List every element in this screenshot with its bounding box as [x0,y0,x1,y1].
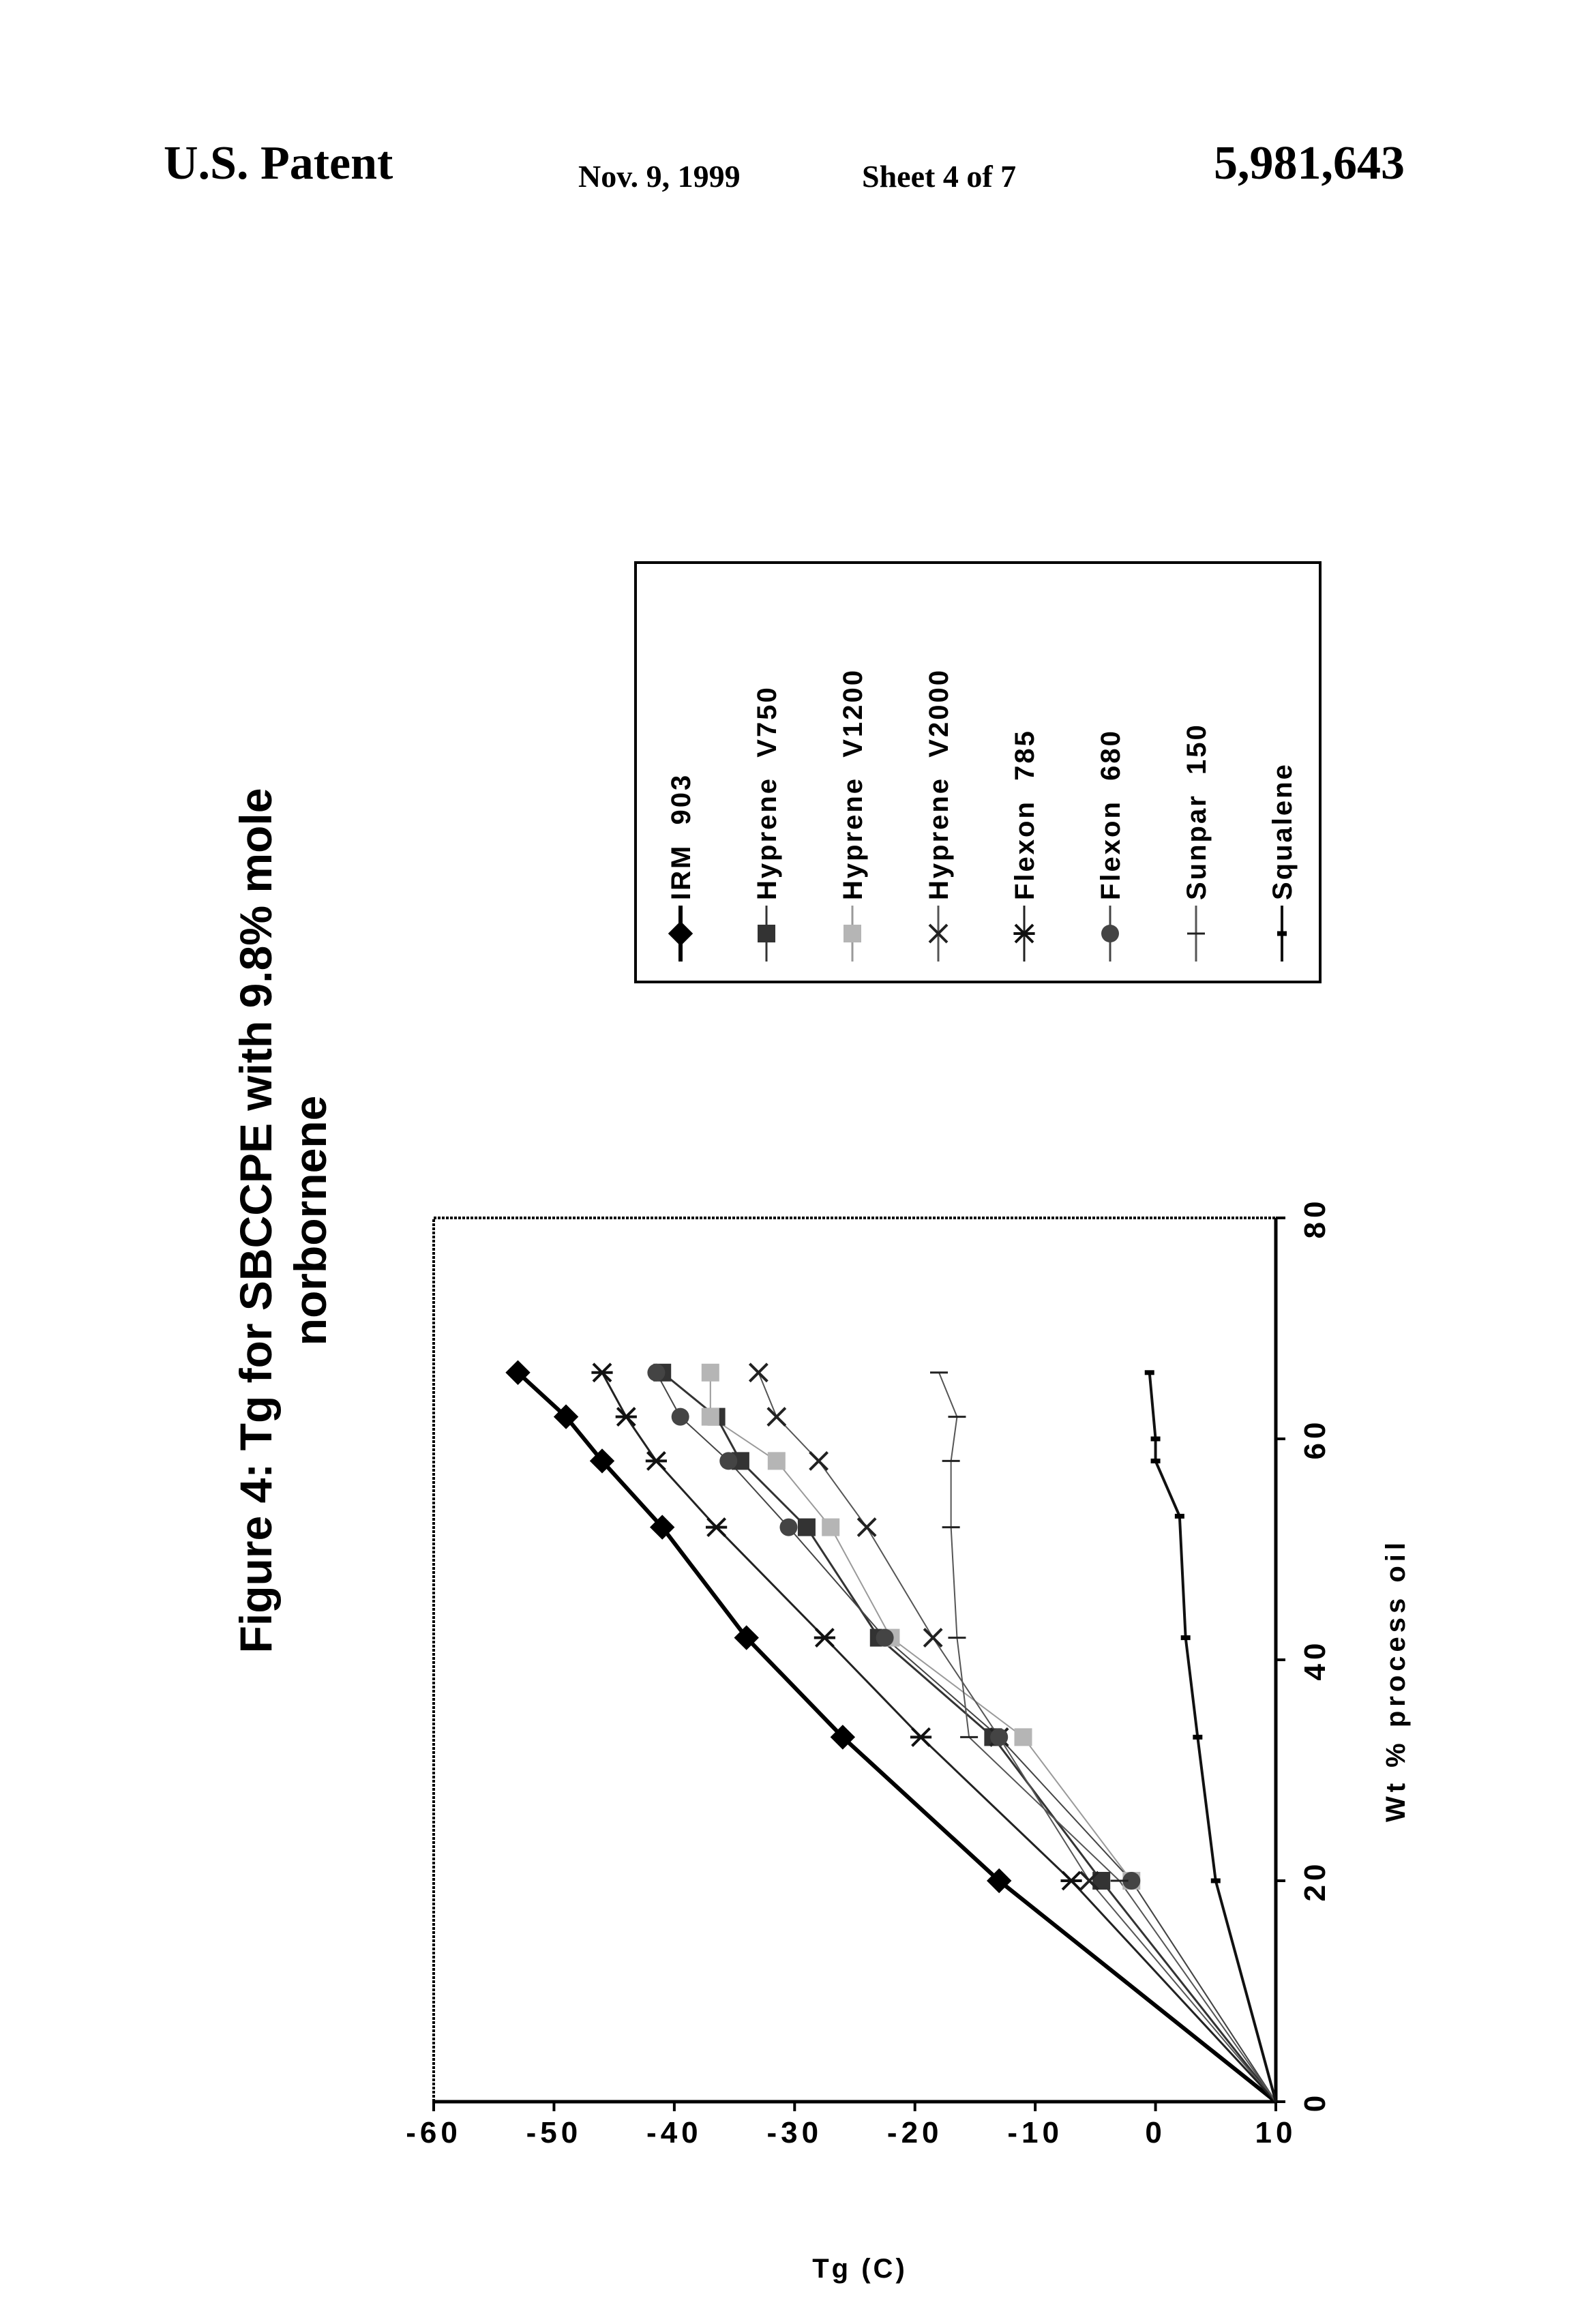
y-tick-label: 10 [1255,2116,1297,2149]
data-point-5-6 [672,1408,689,1426]
y-tick-label: -20 [887,2116,943,2149]
data-point-3-4 [858,1519,876,1536]
legend-label: Squalene [1268,762,1298,900]
data-point-5-4 [779,1519,797,1536]
y-axis-label: Tg (C) [812,2254,908,2284]
data-point-3-5 [810,1452,828,1470]
legend: IRM 903 Hyprene V750 Hyprene V1200 Hyprene … [666,668,1298,962]
y-tick-label: -10 [1007,2116,1063,2149]
x-tick-label: 60 [1298,1418,1332,1460]
legend-label: Hyprene V1200 [838,668,868,900]
x-axis-label: Wt % process oil [1381,1538,1411,1822]
data-point-4-5 [646,1452,667,1470]
legend-label: IRM 903 [666,773,696,900]
data-point-2-4 [822,1519,839,1536]
x-tick-label: 20 [1298,1860,1332,1902]
data-point-5-5 [719,1452,737,1470]
rotated-figure: Figure 4: Tg for SBCCPE with 9.8% mole n… [230,563,1411,2284]
data-point-2-2 [1015,1728,1032,1746]
chart-title-line-1: Figure 4: Tg for SBCCPE with 9.8% mole [230,788,281,1654]
series-line-7 [1150,1373,1276,2102]
x-ticks: 0 20 40 60 80 [1276,1197,1332,2113]
legend-marker [758,925,775,942]
tg-chart: Figure 4: Tg for SBCCPE with 9.8% mole n… [0,0,1582,2324]
data-point-4-1 [1060,1872,1081,1890]
legend-label: Hyprene V2000 [924,668,954,900]
data-point-3-3 [924,1629,942,1647]
legend-label: Flexon 785 [1010,729,1040,900]
y-tick-label: -50 [526,2116,582,2149]
legend-label: Sunpar 150 [1182,723,1212,900]
data-point-4-2 [910,1728,931,1746]
y-ticks: -60 -50 -40 -30 -20 -10 0 10 [406,2102,1296,2149]
x-tick-label: 0 [1298,2091,1332,2112]
legend-marker [1101,925,1119,942]
y-tick-label: -60 [406,2116,462,2149]
legend-box [636,563,1320,982]
y-tick-label: -40 [646,2116,702,2149]
chart-title-line-2: norbornene [285,1096,335,1346]
legend-marker [844,925,861,942]
data-point-3-7 [749,1364,767,1382]
y-tick-label: 0 [1145,2116,1165,2149]
data-point-4-6 [616,1408,637,1426]
data-point-5-3 [876,1629,894,1647]
series-lines [518,1373,1277,2102]
series-markers [505,1360,1220,1894]
data-point-2-6 [702,1408,719,1426]
data-point-2-7 [702,1364,719,1382]
legend-label: Flexon 680 [1096,729,1126,900]
data-point-3-6 [768,1408,786,1426]
data-point-4-7 [591,1364,612,1382]
legend-label: Hyprene V750 [752,685,782,900]
data-point-2-5 [768,1452,786,1470]
legend-marker [668,921,693,946]
data-point-4-4 [706,1519,727,1536]
plot-area [434,1218,1276,2102]
x-tick-label: 80 [1298,1197,1332,1239]
y-tick-label: -30 [766,2116,822,2149]
data-point-5-2 [990,1728,1008,1746]
x-tick-label: 40 [1298,1639,1332,1681]
data-point-5-7 [647,1364,665,1382]
data-point-4-3 [814,1629,835,1647]
data-point-1-4 [798,1519,816,1536]
series-line-0 [518,1373,1277,2102]
series-line-4 [602,1373,1276,2102]
